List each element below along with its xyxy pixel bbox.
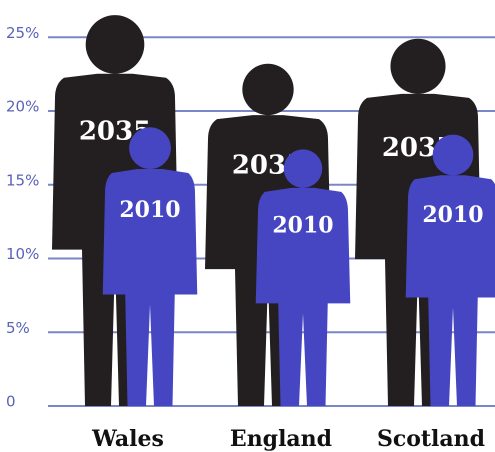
- y-tick-label: 0: [6, 393, 16, 411]
- y-tick-label: 25%: [6, 24, 39, 42]
- y-tick-label: 10%: [6, 245, 39, 263]
- y-tick-label: 5%: [6, 319, 30, 337]
- chart: 05%10%15%20%25%203520352035201020102010W…: [0, 0, 495, 452]
- x-tick-label: Wales: [91, 426, 164, 452]
- y-tick-label: 20%: [6, 98, 39, 116]
- figure-label: 2010: [272, 212, 333, 238]
- figure-label: 2010: [422, 202, 483, 228]
- figure-label: 2010: [119, 197, 180, 223]
- x-tick-label: England: [230, 426, 332, 452]
- y-tick-label: 15%: [6, 171, 39, 189]
- x-tick-label: Scotland: [377, 426, 485, 452]
